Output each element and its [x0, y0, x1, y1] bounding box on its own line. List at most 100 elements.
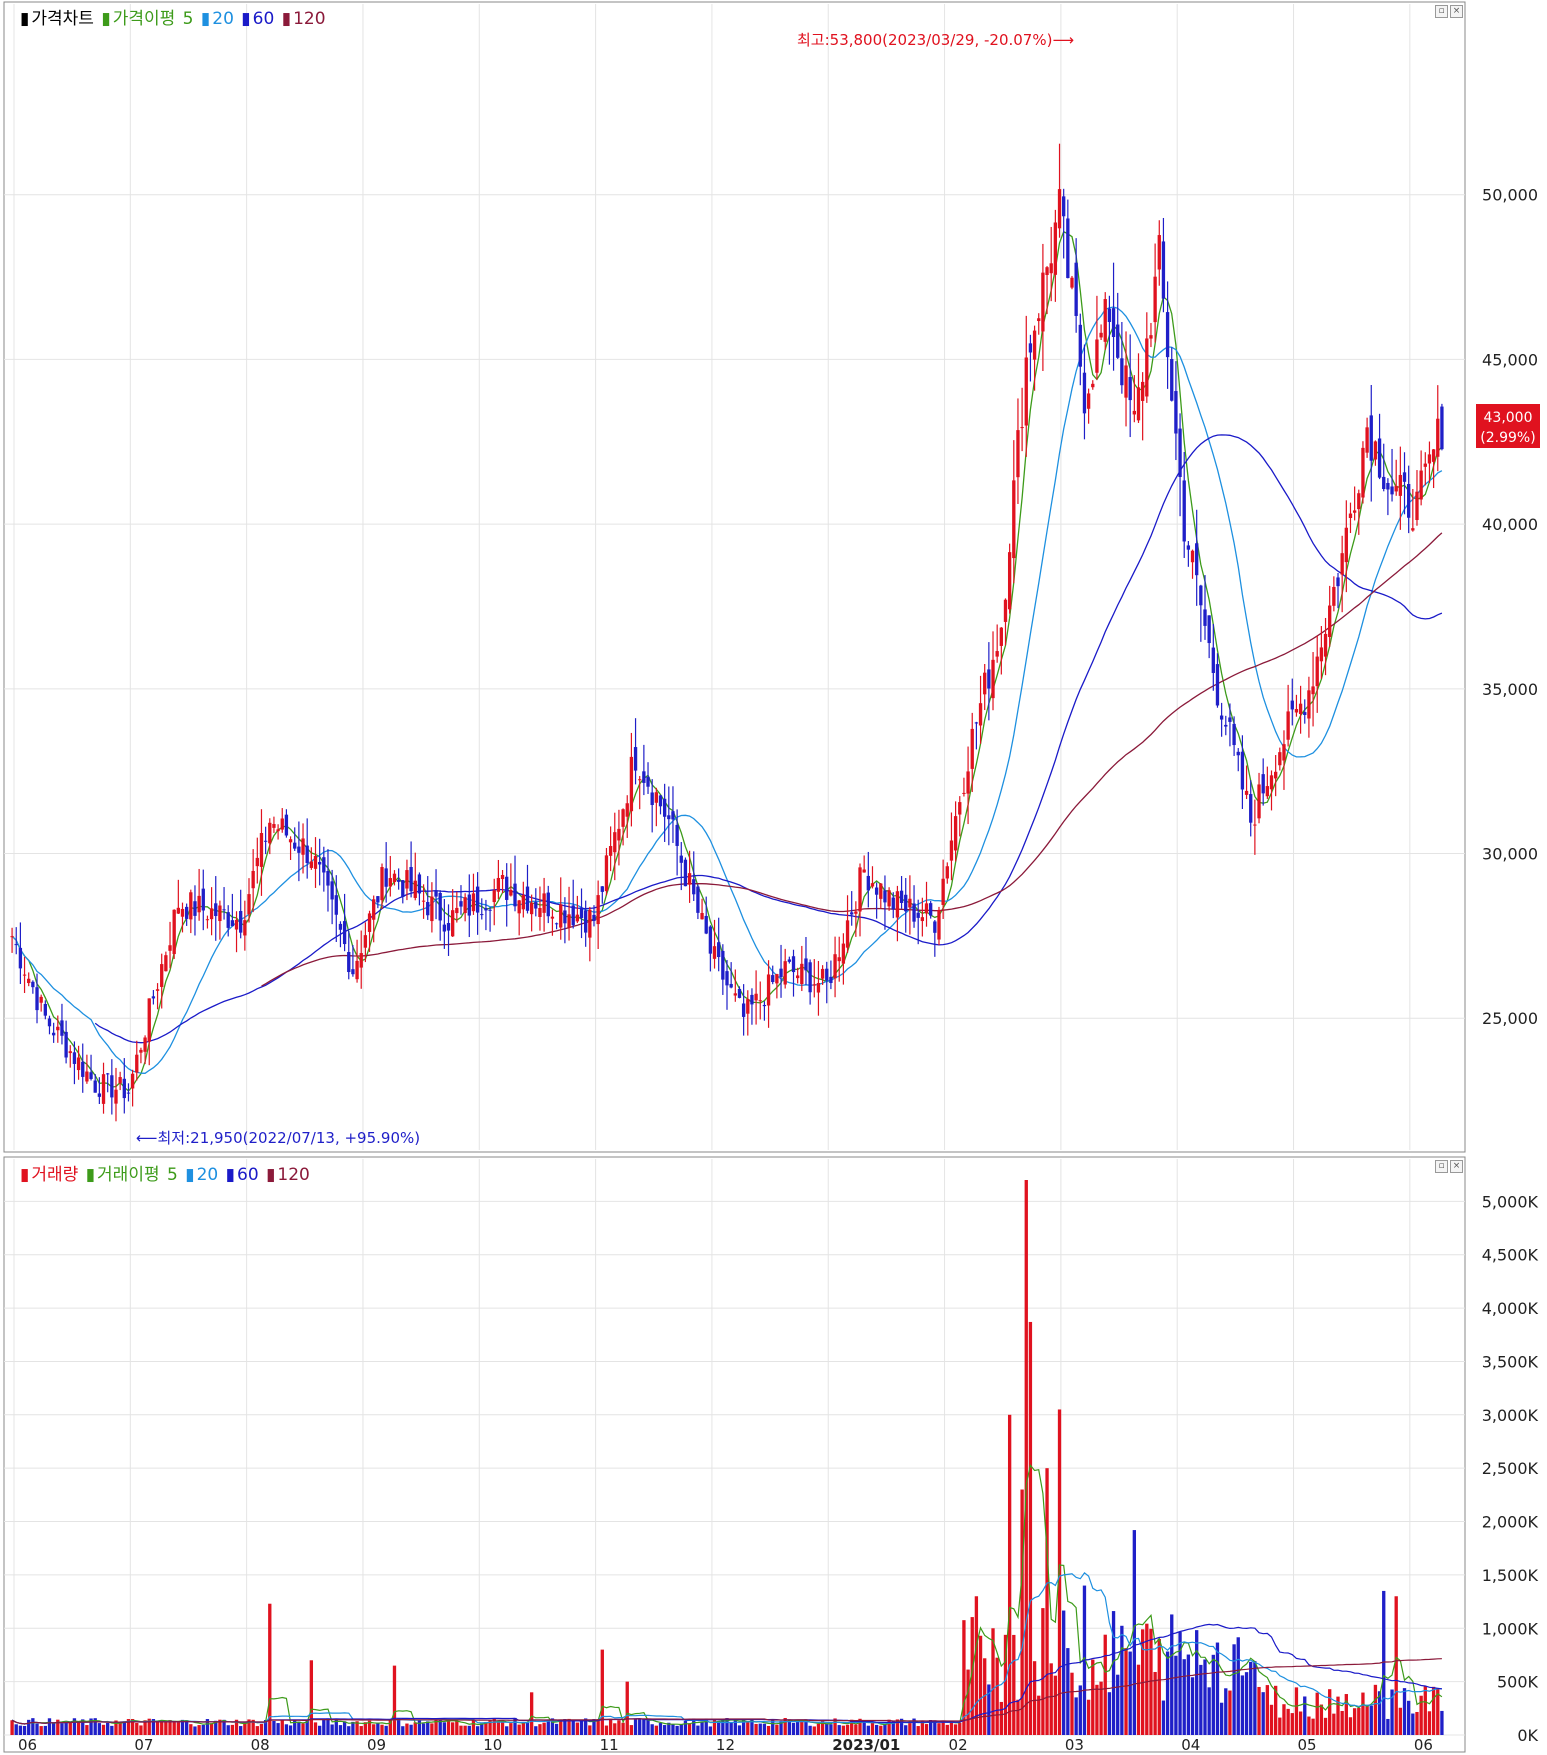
candle-body	[517, 900, 521, 914]
candle-body	[1236, 751, 1240, 756]
volume-bar	[546, 1720, 550, 1735]
volume-bar	[417, 1719, 422, 1735]
volume-bar	[27, 1719, 31, 1735]
vol-ma60-label: 60	[237, 1165, 259, 1185]
volume-bar	[234, 1719, 239, 1735]
candle-body	[845, 920, 850, 948]
candle-body	[542, 893, 546, 913]
volume-bar	[584, 1718, 588, 1735]
volume-bar	[679, 1724, 683, 1735]
candle-body	[106, 1073, 110, 1075]
volume-bar	[721, 1720, 725, 1735]
candle-body	[475, 886, 480, 913]
ma120-label: 120	[293, 9, 326, 29]
volume-bar	[209, 1723, 214, 1735]
candle-body	[529, 902, 534, 915]
candle-body	[588, 909, 592, 938]
volume-bar	[1145, 1623, 1149, 1735]
volume-bar	[1369, 1705, 1373, 1735]
volume-bar	[1041, 1608, 1045, 1735]
volume-bar	[243, 1722, 247, 1735]
volume-bar	[1086, 1699, 1091, 1735]
volume-bar	[118, 1721, 122, 1735]
volume-bar	[122, 1721, 126, 1735]
price-close-button[interactable]: ×	[1450, 5, 1463, 18]
candle-body	[671, 811, 675, 820]
volume-bar	[866, 1725, 870, 1735]
volume-close-button[interactable]: ×	[1450, 1160, 1463, 1173]
candle-body	[451, 910, 455, 937]
volume-bar	[1124, 1648, 1128, 1735]
vol-ma120-marker: ▮	[266, 1165, 276, 1185]
candle-body	[1111, 308, 1116, 338]
volume-bar	[222, 1719, 226, 1735]
volume-bar	[1049, 1663, 1053, 1735]
candle-body	[467, 894, 471, 916]
volume-bar	[962, 1620, 966, 1735]
volume-bar	[717, 1720, 721, 1735]
candle-body	[646, 776, 650, 787]
volume-bar	[1091, 1659, 1095, 1735]
candle-body	[1323, 633, 1328, 657]
candle-body	[18, 947, 23, 969]
candle-body	[110, 1075, 114, 1098]
volume-bar	[571, 1720, 575, 1735]
volume-bar	[288, 1725, 293, 1735]
candle-body	[222, 909, 226, 911]
volume-bar	[529, 1692, 534, 1735]
candle-body	[1095, 339, 1099, 373]
candle-body	[683, 859, 688, 887]
volume-bar	[72, 1718, 77, 1735]
volume-bar	[804, 1719, 808, 1735]
candle-body	[1012, 480, 1016, 559]
candle-body	[1390, 486, 1394, 495]
candle-body	[1373, 441, 1378, 460]
candle-body	[126, 1092, 131, 1094]
price-minimize-button[interactable]: ▫	[1435, 5, 1448, 18]
candle-body	[388, 878, 392, 887]
candle-body	[160, 964, 164, 987]
candle-body	[118, 1077, 122, 1084]
candle-body	[1199, 585, 1203, 606]
volume-bar	[1332, 1713, 1336, 1735]
candle-body	[1057, 189, 1062, 229]
volume-bar	[1153, 1671, 1157, 1735]
candle-body	[51, 1032, 56, 1036]
candle-body	[1340, 553, 1344, 575]
candle-body	[1132, 410, 1137, 415]
vol-ma-marker: ▮	[85, 1165, 96, 1185]
candle-body	[218, 905, 222, 922]
candle-body	[1074, 262, 1078, 316]
candle-body	[459, 901, 463, 907]
volume-bar	[791, 1722, 796, 1735]
volume-bar	[1012, 1634, 1016, 1735]
volume-bar	[31, 1718, 35, 1735]
volume-bar	[525, 1722, 530, 1735]
volume-minimize-button[interactable]: ▫	[1435, 1160, 1448, 1173]
candle-body	[1244, 790, 1249, 795]
volume-bar	[1336, 1696, 1340, 1735]
candle-body	[1157, 235, 1161, 270]
candle-body	[251, 870, 255, 889]
volume-bar	[554, 1723, 559, 1735]
candle-body	[205, 919, 210, 921]
volume-bar	[68, 1721, 72, 1735]
candle-body	[1215, 664, 1220, 706]
candle-body	[1278, 752, 1282, 766]
volume-bar	[1361, 1692, 1365, 1735]
candle-body	[841, 943, 846, 964]
candle-body	[575, 914, 580, 922]
volume-bar	[908, 1722, 912, 1735]
candle-body	[1336, 577, 1340, 587]
volume-bar	[621, 1722, 625, 1735]
candle-body	[538, 908, 542, 918]
x-tick-label: 04	[1181, 1736, 1200, 1754]
volume-bar	[143, 1720, 147, 1735]
volume-bar	[633, 1718, 638, 1735]
candle-body	[1440, 406, 1444, 450]
candle-body	[638, 779, 642, 781]
volume-bar	[758, 1723, 762, 1735]
volume-bar	[1207, 1687, 1211, 1735]
volume-bar	[667, 1722, 671, 1735]
candle-body	[442, 924, 447, 932]
